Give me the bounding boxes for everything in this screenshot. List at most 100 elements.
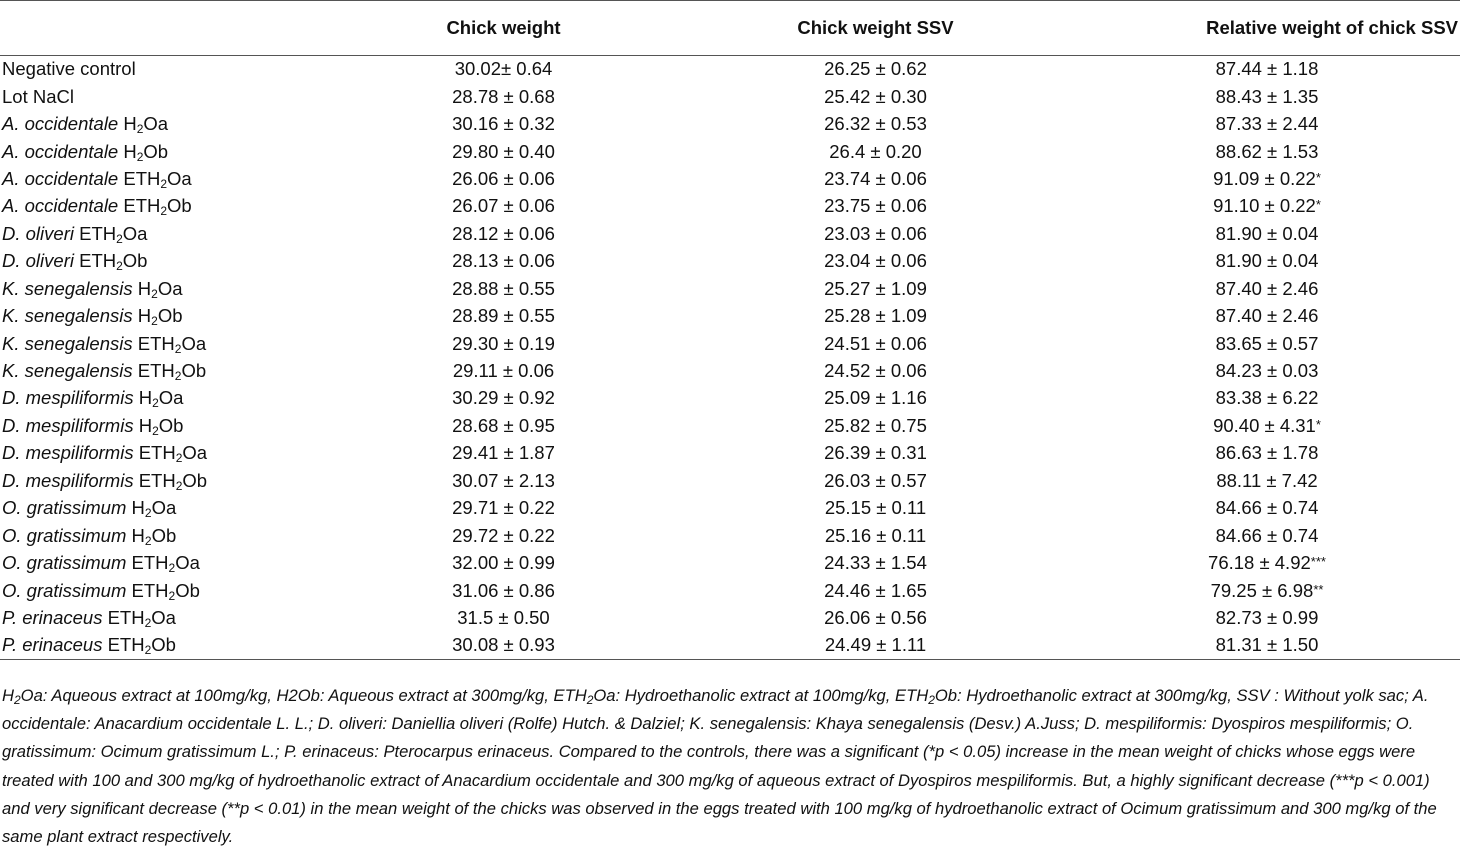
- table-row: K. senegalensis ETH2Oa 29.30 ± 0.19 24.51 …: [0, 330, 1460, 357]
- relative-weight-value: 84.66 ± 0.74: [1215, 524, 1319, 546]
- significance-marker: *: [1315, 169, 1321, 185]
- chick-weight-cell: 26.06 ± 0.06: [452, 167, 555, 189]
- table-row: A. occidentale H2Oa 30.16 ± 0.32 26.32 ± 0…: [0, 110, 1460, 137]
- group-cell: K. senegalensis H2Oa: [0, 275, 330, 302]
- chick-weight-cell: 31.5 ± 0.50: [457, 606, 550, 628]
- chick-weight-ssv-cell: 25.82 ± 0.75: [824, 414, 927, 436]
- relative-weight-value: 81.90 ± 0.04: [1215, 222, 1319, 244]
- group-name: Lot NaCl: [2, 85, 74, 107]
- table-header: Chick weight Chick weight SSV Relative w…: [0, 0, 1460, 56]
- species-name: D. mespiliformis: [2, 469, 134, 491]
- footnote-part: H: [2, 686, 14, 705]
- chick-weight-cell: 28.12 ± 0.06: [452, 222, 555, 244]
- table-row: P. erinaceus ETH2Oa 31.5 ± 0.50 26.06 ± 0.…: [0, 604, 1460, 631]
- chick-weight-ssv-cell: 25.09 ± 1.16: [824, 387, 927, 409]
- species-name: K. senegalensis: [2, 305, 133, 327]
- species-name: A. occidentale: [2, 167, 119, 189]
- species-name: A. occidentale: [2, 195, 119, 217]
- group-cell: P. erinaceus ETH2Oa: [0, 604, 330, 631]
- relative-weight-value: 91.10 ± 0.22: [1213, 195, 1316, 217]
- relative-weight-cell: 81.90 ± 0.04: [1074, 220, 1460, 247]
- group-cell: O. gratissimum H2Oa: [0, 495, 330, 522]
- treatment-suffix: Oa: [143, 113, 169, 135]
- treatment-subscript: 2: [174, 369, 182, 384]
- treatment-suffix: Ob: [151, 634, 176, 656]
- treatment-suffix: Oa: [151, 606, 176, 628]
- relative-weight-cell: 87.40 ± 2.46: [1074, 302, 1460, 329]
- treatment-suffix: Ob: [143, 140, 169, 162]
- relative-weight-cell: 91.09 ± 0.22*: [1074, 165, 1460, 192]
- treatment-name: H: [132, 277, 152, 299]
- relative-weight-value: 87.33 ± 2.44: [1215, 113, 1319, 135]
- species-name: D. oliveri: [2, 250, 74, 272]
- treatment-subscript: 2: [151, 286, 158, 301]
- treatment-name: ETH: [126, 579, 169, 601]
- group-cell: K. senegalensis ETH2Oa: [0, 330, 330, 357]
- table-row: D. mespiliformis H2Ob 28.68 ± 0.95 25.82 ±…: [0, 412, 1460, 439]
- header-row: Chick weight Chick weight SSV Relative w…: [0, 0, 1460, 56]
- chick-weight-ssv-cell: 25.28 ± 1.09: [824, 305, 927, 327]
- relative-weight-value: 87.40 ± 2.46: [1215, 305, 1319, 327]
- species-name: D. mespiliformis: [2, 387, 134, 409]
- treatment-name: H: [133, 414, 153, 436]
- treatment-suffix: Ob: [167, 195, 192, 217]
- relative-weight-cell: 79.25 ± 6.98**: [1074, 577, 1460, 604]
- treatment-subscript: 2: [174, 341, 182, 356]
- treatment-suffix: Oa: [182, 442, 208, 464]
- treatment-suffix: Oa: [151, 497, 177, 519]
- chick-weight-ssv-cell: 26.32 ± 0.53: [824, 113, 927, 135]
- group-cell: D. mespiliformis ETH2Oa: [0, 440, 330, 467]
- group-cell: A. occidentale ETH2Oa: [0, 165, 330, 192]
- group-cell: K. senegalensis ETH2Ob: [0, 357, 330, 384]
- treatment-suffix: Ob: [175, 579, 200, 601]
- chick-weight-cell: 30.07 ± 2.13: [452, 469, 555, 491]
- group-cell: O. gratissimum ETH2Oa: [0, 549, 330, 576]
- species-name: O. gratissimum: [2, 524, 127, 546]
- group-cell: D. oliveri ETH2Oa: [0, 220, 330, 247]
- chick-weight-ssv-cell: 24.33 ± 1.54: [824, 552, 927, 574]
- chick-weight-ssv-cell: 23.03 ± 0.06: [824, 222, 927, 244]
- relative-weight-cell: 87.33 ± 2.44: [1074, 110, 1460, 137]
- relative-weight-value: 81.31 ± 1.50: [1215, 634, 1319, 656]
- species-name: O. gratissimum: [2, 497, 127, 519]
- treatment-suffix: Ob: [122, 250, 148, 272]
- treatment-name: H: [126, 524, 145, 546]
- chick-weight-ssv-cell: 25.27 ± 1.09: [824, 277, 927, 299]
- chick-weight-cell: 26.07 ± 0.06: [452, 195, 555, 217]
- treatment-subscript: 2: [175, 478, 183, 493]
- relative-weight-value: 90.40 ± 4.31: [1213, 414, 1316, 436]
- chick-weight-cell: 28.78 ± 0.68: [452, 85, 555, 107]
- chick-weight-ssv-cell: 23.04 ± 0.06: [824, 250, 927, 272]
- chick-weight-cell: 28.13 ± 0.06: [452, 250, 555, 272]
- group-cell: D. oliveri ETH2Ob: [0, 248, 330, 275]
- treatment-subscript: 2: [160, 176, 168, 191]
- relative-weight-cell: 83.38 ± 6.22: [1074, 385, 1460, 412]
- treatment-suffix: Oa: [122, 222, 148, 244]
- treatment-name: ETH: [102, 606, 145, 628]
- table-row: Negative control 30.02± 0.64 26.25 ± 0.62 8…: [0, 56, 1460, 83]
- group-cell: A. occidentale H2Oa: [0, 110, 330, 137]
- treatment-subscript: 2: [152, 423, 159, 438]
- treatment-subscript: 2: [136, 149, 144, 164]
- chick-weight-ssv-cell: 25.16 ± 0.11: [824, 524, 927, 546]
- species-name: K. senegalensis: [2, 277, 133, 299]
- group-cell: P. erinaceus ETH2Ob: [0, 631, 330, 660]
- group-cell: A. occidentale ETH2Ob: [0, 193, 330, 220]
- treatment-subscript: 2: [144, 643, 152, 658]
- relative-weight-value: 83.38 ± 6.22: [1215, 387, 1319, 409]
- treatment-subscript: 2: [144, 533, 152, 548]
- chick-weight-ssv-cell: 26.06 ± 0.56: [824, 606, 927, 628]
- relative-weight-value: 79.25 ± 6.98: [1210, 579, 1314, 601]
- chick-weight-ssv-cell: 23.74 ± 0.06: [824, 167, 927, 189]
- group-cell: D. mespiliformis H2Ob: [0, 412, 330, 439]
- treatment-name: ETH: [126, 552, 169, 574]
- chick-weight-ssv-cell: 24.52 ± 0.06: [824, 360, 927, 382]
- header-group: [0, 0, 330, 56]
- treatment-subscript: 2: [152, 396, 159, 411]
- species-name: D. mespiliformis: [2, 414, 134, 436]
- chick-weight-cell: 29.11 ± 0.06: [452, 360, 555, 382]
- relative-weight-cell: 83.65 ± 0.57: [1074, 330, 1460, 357]
- relative-weight-value: 82.73 ± 0.99: [1215, 606, 1319, 628]
- chick-weight-ssv-cell: 23.75 ± 0.06: [824, 195, 927, 217]
- treatment-suffix: Oa: [175, 552, 200, 574]
